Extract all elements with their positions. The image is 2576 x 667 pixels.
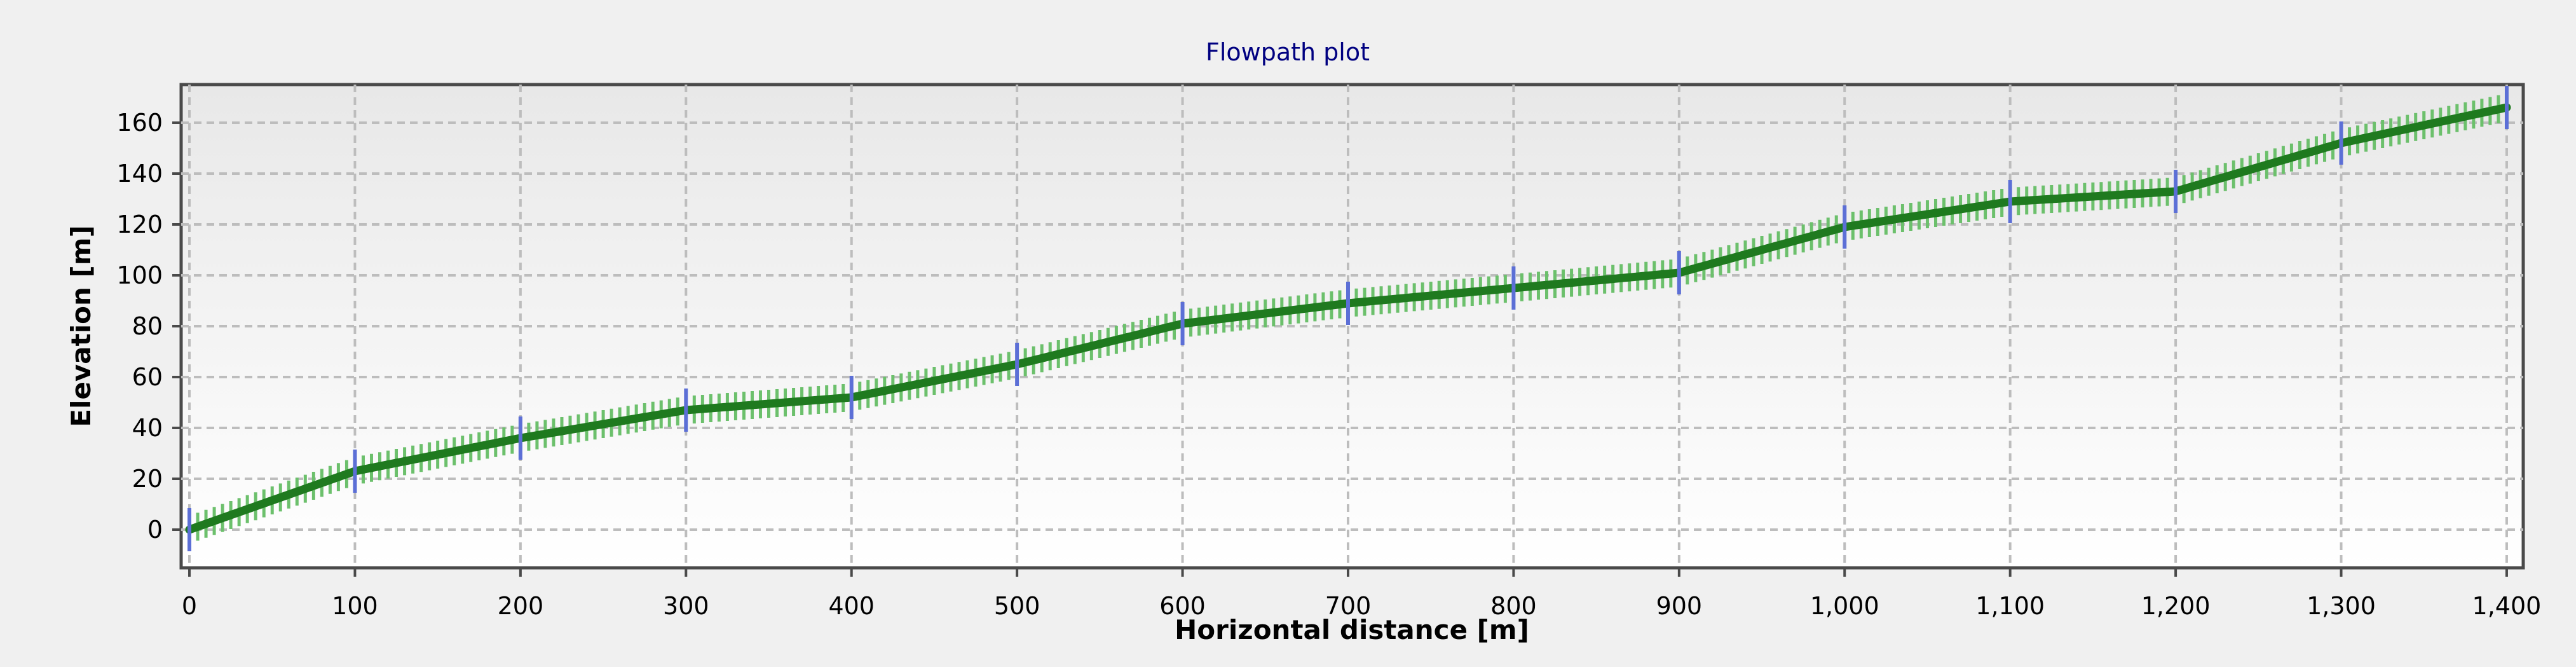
x-tick-label: 600 <box>1159 592 1206 620</box>
y-tick-label: 80 <box>132 312 163 340</box>
y-tick-label: 120 <box>116 210 163 238</box>
y-tick-label: 100 <box>116 261 163 289</box>
y-tick-label: 40 <box>132 414 163 442</box>
y-axis-label: Elevation [m] <box>65 225 97 427</box>
x-tick-label: 800 <box>1490 592 1537 620</box>
y-tick-label: 160 <box>116 109 163 137</box>
x-tick-label: 1,300 <box>2307 592 2376 620</box>
x-tick-label: 400 <box>828 592 875 620</box>
y-tick-label: 20 <box>132 465 163 493</box>
x-tick-label: 300 <box>663 592 709 620</box>
major-markers <box>187 86 2509 551</box>
x-tick-label: 1,100 <box>1975 592 2045 620</box>
x-tick-label: 100 <box>332 592 378 620</box>
x-tick-label: 1,400 <box>2472 592 2542 620</box>
y-tick-label: 140 <box>116 160 163 188</box>
chart-title: Flowpath plot <box>1206 38 1370 66</box>
axis-ticks <box>172 121 2508 577</box>
y-tick-label: 0 <box>147 516 163 544</box>
tick-labels: 0 100 200 300 400 500 600 700 800 900 1,000 1,100 1,… <box>116 109 2541 620</box>
x-tick-label: 700 <box>1325 592 1372 620</box>
x-tick-label: 900 <box>1656 592 1703 620</box>
x-axis-label: Horizontal distance [m] <box>1175 614 1529 645</box>
x-tick-label: 500 <box>994 592 1040 620</box>
x-tick-label: 200 <box>498 592 544 620</box>
grid-lines <box>181 85 2523 568</box>
y-tick-label: 60 <box>132 363 163 391</box>
x-tick-label: 1,200 <box>2141 592 2211 620</box>
x-tick-label: 1,000 <box>1810 592 1879 620</box>
x-tick-label: 0 <box>182 592 197 620</box>
